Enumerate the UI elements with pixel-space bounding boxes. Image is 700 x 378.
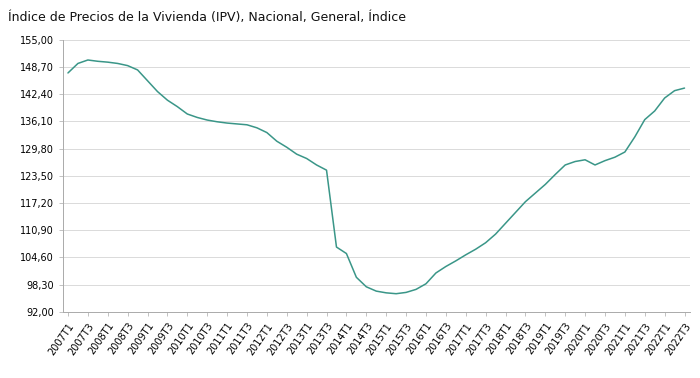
Text: Índice de Precios de la Vivienda (IPV), Nacional, General, Índice: Índice de Precios de la Vivienda (IPV), … [8, 11, 407, 25]
